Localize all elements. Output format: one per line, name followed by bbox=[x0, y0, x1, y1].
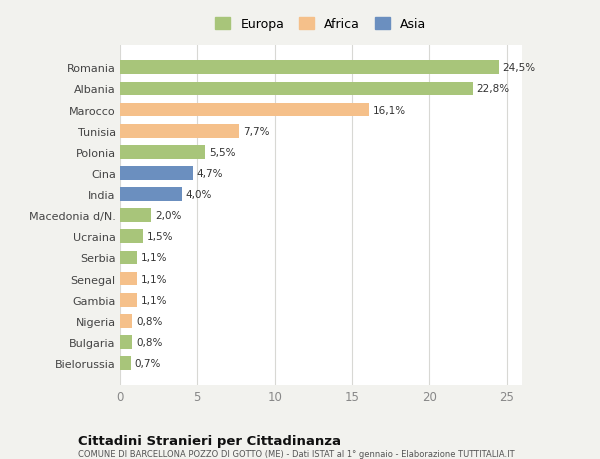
Bar bbox=[120, 167, 193, 180]
Text: 1,1%: 1,1% bbox=[141, 253, 167, 263]
Text: 0,8%: 0,8% bbox=[136, 316, 163, 326]
Text: 7,7%: 7,7% bbox=[243, 126, 269, 136]
Bar bbox=[120, 188, 182, 202]
Bar bbox=[120, 230, 143, 244]
Bar bbox=[120, 209, 151, 223]
Text: 1,1%: 1,1% bbox=[141, 274, 167, 284]
Bar bbox=[120, 293, 137, 307]
Text: COMUNE DI BARCELLONA POZZO DI GOTTO (ME) - Dati ISTAT al 1° gennaio - Elaborazio: COMUNE DI BARCELLONA POZZO DI GOTTO (ME)… bbox=[78, 449, 515, 458]
Text: 4,0%: 4,0% bbox=[186, 190, 212, 200]
Text: 0,7%: 0,7% bbox=[134, 358, 161, 368]
Text: 5,5%: 5,5% bbox=[209, 147, 235, 157]
Text: 24,5%: 24,5% bbox=[503, 63, 536, 73]
Bar bbox=[120, 336, 133, 349]
Bar bbox=[120, 272, 137, 286]
Bar bbox=[120, 357, 131, 370]
Legend: Europa, Africa, Asia: Europa, Africa, Asia bbox=[215, 18, 427, 31]
Text: 0,8%: 0,8% bbox=[136, 337, 163, 347]
Text: 16,1%: 16,1% bbox=[373, 106, 406, 115]
Bar bbox=[120, 124, 239, 138]
Bar bbox=[120, 62, 499, 75]
Bar bbox=[120, 83, 473, 96]
Text: 4,7%: 4,7% bbox=[197, 168, 223, 179]
Bar bbox=[120, 103, 369, 117]
Text: 1,5%: 1,5% bbox=[147, 232, 173, 242]
Text: 22,8%: 22,8% bbox=[476, 84, 509, 94]
Text: 1,1%: 1,1% bbox=[141, 295, 167, 305]
Bar bbox=[120, 251, 137, 265]
Bar bbox=[120, 146, 205, 159]
Text: Cittadini Stranieri per Cittadinanza: Cittadini Stranieri per Cittadinanza bbox=[78, 434, 341, 447]
Text: 2,0%: 2,0% bbox=[155, 211, 181, 221]
Bar bbox=[120, 314, 133, 328]
